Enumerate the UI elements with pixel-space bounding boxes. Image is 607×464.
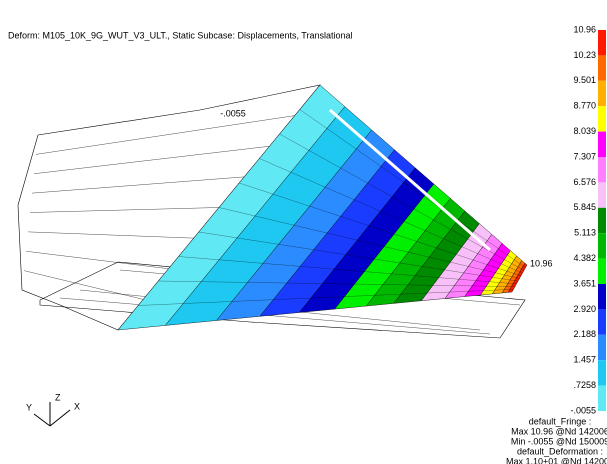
legend-label: 8.770 bbox=[573, 101, 596, 111]
triad-y: Y bbox=[26, 402, 32, 412]
mesh-line bbox=[32, 177, 244, 193]
info-line: default_Deformation : bbox=[517, 446, 603, 456]
info-line: Max 1.10+01 @Nd 142006 bbox=[506, 456, 607, 464]
mesh-line bbox=[30, 208, 219, 213]
legend-label: 7.307 bbox=[573, 151, 596, 161]
legend-band bbox=[598, 157, 606, 182]
info-line: Max 10.96 @Nd 142006 bbox=[511, 426, 607, 436]
legend-label: 9.501 bbox=[573, 75, 596, 85]
mesh-line bbox=[24, 271, 143, 300]
legend-label: .7258 bbox=[573, 380, 596, 390]
legend-label: -.0055 bbox=[570, 405, 596, 415]
fringe-legend: 10.96 10.23 9.501 8.770 8.039 7.307 6.576 5.845… bbox=[570, 24, 606, 415]
triad-z: Z bbox=[55, 392, 61, 402]
legend-label: 5.845 bbox=[573, 202, 596, 212]
info-line: Min -.0055 @Nd 150009 bbox=[511, 436, 607, 446]
mesh-line bbox=[34, 146, 270, 174]
mesh-line bbox=[36, 116, 295, 155]
legend-band bbox=[598, 259, 606, 284]
legend-band bbox=[598, 208, 606, 233]
legend-label: 1.457 bbox=[573, 355, 596, 365]
legend-band bbox=[598, 386, 606, 411]
title: Deform: M105_10K_9G_WUT_V3_ULT., Static … bbox=[8, 30, 353, 40]
legend-band bbox=[598, 30, 606, 55]
triad-x: X bbox=[74, 401, 80, 411]
legend-label: 8.039 bbox=[573, 126, 596, 136]
fringe-surface bbox=[118, 85, 527, 330]
legend-band bbox=[598, 81, 606, 106]
mesh-line bbox=[28, 232, 194, 238]
legend-band bbox=[598, 360, 606, 385]
legend-band bbox=[598, 309, 606, 334]
max-marker: 10.96 bbox=[530, 258, 553, 268]
page: {"title": "Deform: M105_10K_9G_WUT_V3_UL… bbox=[0, 0, 607, 464]
legend-band bbox=[598, 55, 606, 80]
legend-band bbox=[598, 106, 606, 131]
legend-label: 3.651 bbox=[573, 278, 596, 288]
legend-label: 6.576 bbox=[573, 177, 596, 187]
legend-label: 2.920 bbox=[573, 304, 596, 314]
legend-band bbox=[598, 132, 606, 157]
legend-label: 2.188 bbox=[573, 329, 596, 339]
legend-band bbox=[598, 284, 606, 309]
min-marker: -.0055 bbox=[220, 108, 246, 118]
legend-label: 10.96 bbox=[573, 24, 596, 34]
mesh-line bbox=[26, 251, 169, 269]
axis-triad: Z X Y bbox=[26, 392, 80, 426]
legend-label: 10.23 bbox=[573, 50, 596, 60]
legend-label: 5.113 bbox=[574, 228, 596, 238]
legend-band bbox=[598, 182, 606, 207]
info-block: default_Fringe :Max 10.96 @Nd 142006Min … bbox=[506, 416, 607, 464]
legend-band bbox=[598, 233, 606, 258]
legend-label: 4.382 bbox=[573, 253, 596, 263]
info-line: default_Fringe : bbox=[529, 416, 592, 426]
legend-band bbox=[598, 335, 606, 360]
screen: Deform: M105_10K_9G_WUT_V3_ULT., Static … bbox=[0, 0, 607, 464]
